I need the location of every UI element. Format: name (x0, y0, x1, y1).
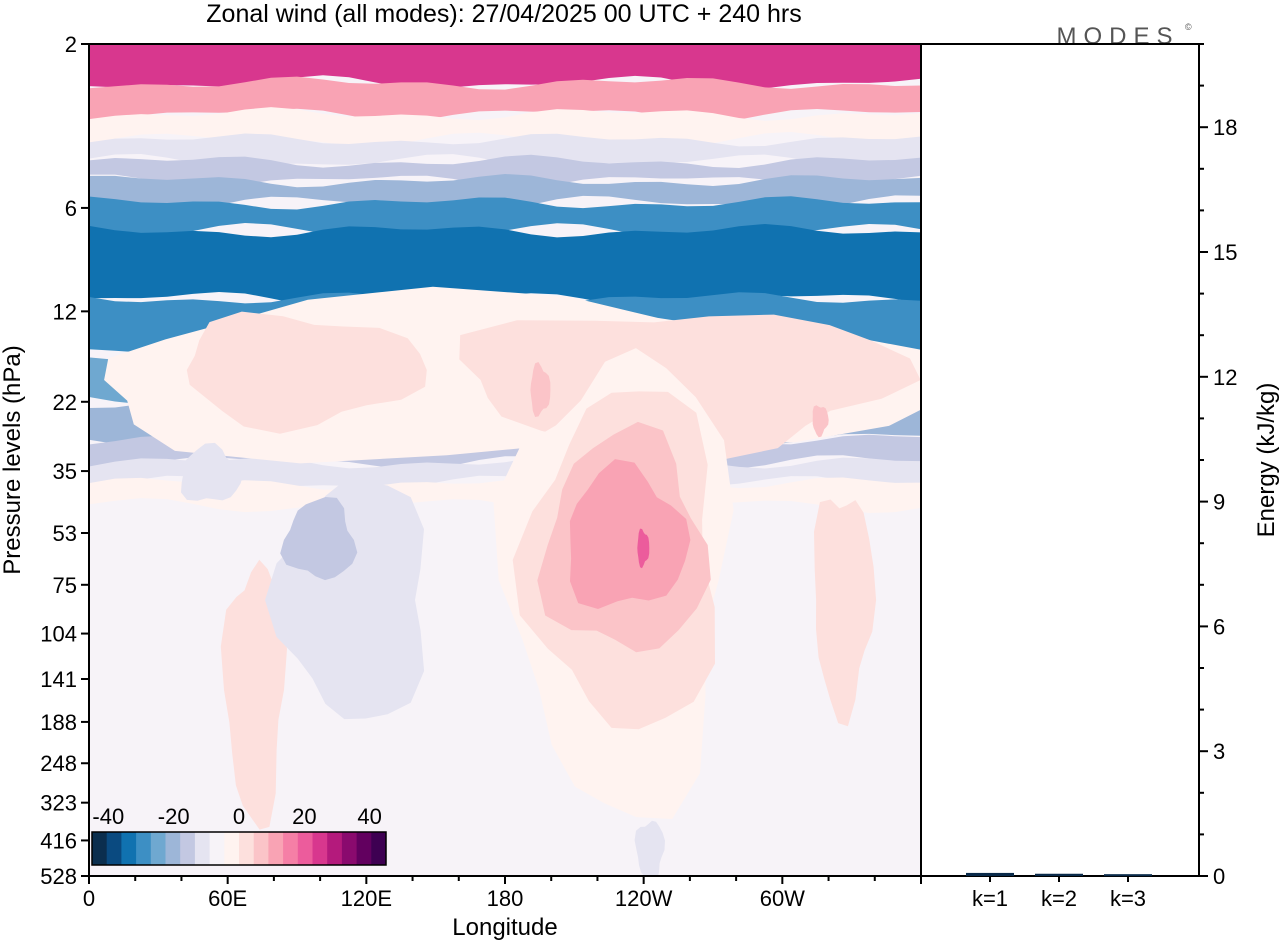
contour-region (637, 528, 650, 569)
y-tick-label: 53 (53, 521, 77, 546)
contour-band (89, 154, 921, 189)
colorbar-label: -20 (158, 804, 190, 829)
x-tick-label: 60E (208, 886, 247, 911)
energy-tick-label: 6 (1213, 614, 1225, 639)
contour-band (89, 107, 921, 147)
colorbar-swatch (297, 832, 313, 865)
energy-bar-chart: 0 3 6 9 12 15 18 k=1 k=2 k=3 (920, 43, 1237, 911)
y-tick-label: 12 (53, 299, 77, 324)
colorbar-swatch (180, 832, 196, 865)
x-tick-label: 120W (615, 886, 673, 911)
colorbar-label: 0 (233, 804, 245, 829)
y-tick-label: 188 (40, 710, 77, 735)
contour-region (530, 362, 551, 417)
y-tick-label: 528 (40, 864, 77, 889)
colorbar-label: -40 (92, 804, 124, 829)
contour-region (569, 459, 691, 609)
colorbar-swatch (92, 832, 108, 865)
colorbar-swatch (283, 832, 299, 865)
contour-region (280, 497, 358, 581)
energy-tick-label: 18 (1213, 115, 1237, 140)
colorbar-swatch (371, 832, 387, 865)
contour-band (89, 173, 921, 211)
y-tick-label: 141 (40, 667, 77, 692)
longitude-axis: 0 60E 120E 180 120W 60W (83, 876, 922, 911)
contour-region (186, 311, 427, 434)
colorbar-swatch (224, 832, 240, 865)
colorbar: -40 -20 0 20 40 (91, 804, 387, 866)
pressure-axis: 2 6 12 22 35 53 75 104 141 188 248 323 416 528 (40, 32, 89, 889)
y-tick-label: 2 (65, 32, 77, 57)
contour-band (89, 133, 921, 169)
colorbar-swatch (106, 832, 122, 865)
colorbar-swatch (312, 832, 328, 865)
energy-axis-label: Energy (kJ/kg) (1253, 383, 1280, 538)
energy-tick-label: 15 (1213, 240, 1237, 265)
colorbar-swatch (209, 832, 225, 865)
colorbar-swatch (253, 832, 269, 865)
colorbar-label: 40 (357, 804, 381, 829)
y-tick-label: 248 (40, 751, 77, 776)
colorbar-swatch (239, 832, 255, 865)
contour-band (89, 223, 921, 307)
colorbar-swatch (165, 832, 181, 865)
x-axis-label: Longitude (452, 914, 557, 941)
y-tick-label: 22 (53, 390, 77, 415)
x-tick-label: 60W (760, 886, 805, 911)
colorbar-label: 20 (292, 804, 316, 829)
energy-frame (920, 43, 1200, 877)
colorbar-swatch (341, 832, 358, 865)
energy-bar (1035, 873, 1083, 876)
energy-tick-label: 3 (1213, 739, 1225, 764)
colorbar-swatch (136, 832, 152, 865)
colorbar-swatch (150, 832, 166, 865)
energy-category-label: k=3 (1110, 886, 1146, 911)
energy-tick-label: 9 (1213, 490, 1225, 515)
energy-category-label: k=2 (1041, 886, 1077, 911)
contour-band (89, 44, 921, 90)
x-tick-label: 180 (487, 886, 524, 911)
colorbar-swatch (327, 832, 343, 865)
y-tick-label: 323 (40, 791, 77, 816)
energy-tick-label: 12 (1213, 365, 1237, 390)
chart-title: Zonal wind (all modes): 27/04/2025 00 UT… (206, 0, 801, 28)
colorbar-swatch (121, 832, 137, 865)
contour-region (814, 499, 877, 727)
zonal-wind-heatmap (88, 43, 922, 877)
energy-category-label: k=1 (972, 886, 1008, 911)
colorbar-swatch (268, 832, 284, 865)
energy-bar (1104, 874, 1152, 877)
y-tick-label: 75 (53, 573, 77, 598)
contour-region (181, 442, 244, 501)
y-tick-label: 416 (40, 828, 77, 853)
x-tick-label: 0 (83, 886, 95, 911)
contour-band (89, 196, 921, 237)
y-axis-label: Pressure levels (hPa) (0, 345, 26, 574)
x-tick-label: 120E (341, 886, 392, 911)
colorbar-swatch (194, 832, 211, 865)
colorbar-frame (91, 831, 387, 866)
y-tick-label: 6 (65, 196, 77, 221)
logo-copyright-mark: © (1185, 22, 1192, 32)
contour-region (220, 559, 287, 830)
colorbar-swatch (356, 832, 372, 865)
contour-region (634, 820, 665, 876)
contour-region (812, 405, 829, 438)
contour-band (89, 76, 921, 123)
y-tick-label: 104 (40, 622, 77, 647)
energy-bar (966, 872, 1014, 876)
y-tick-label: 35 (53, 459, 77, 484)
energy-tick-label: 0 (1213, 864, 1225, 889)
